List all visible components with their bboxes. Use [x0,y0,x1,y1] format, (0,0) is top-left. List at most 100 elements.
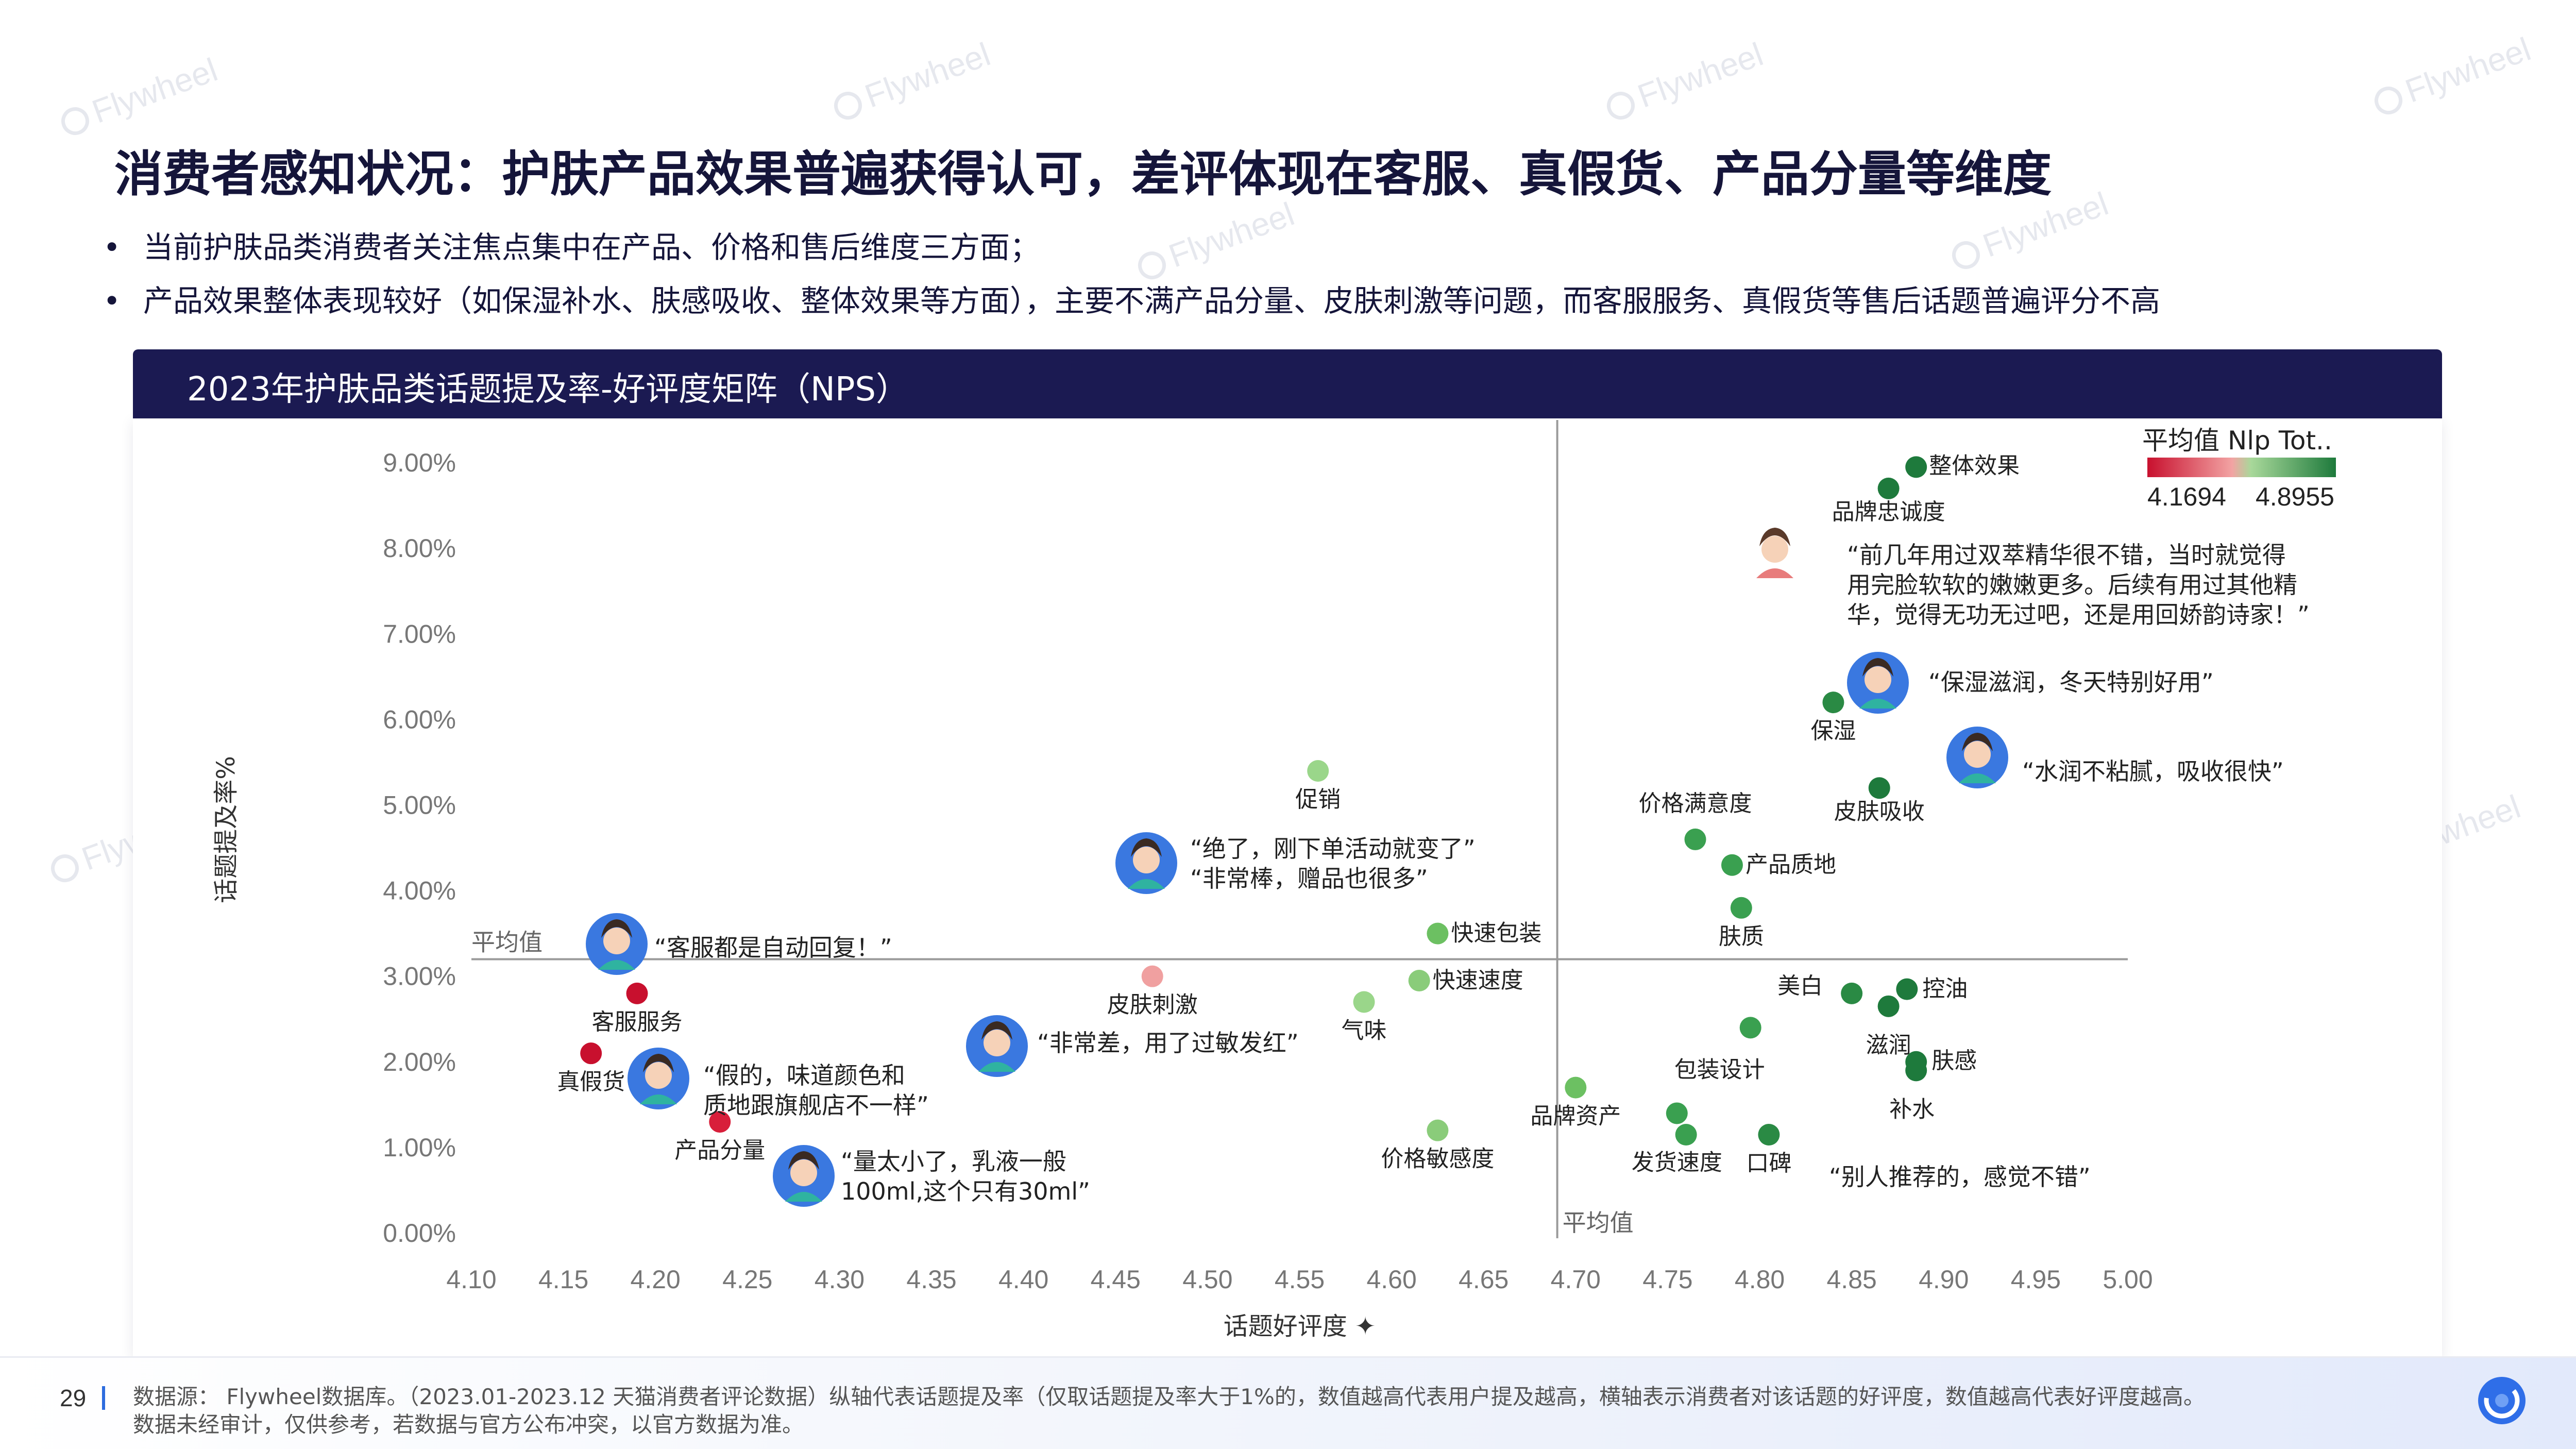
x-tick-label: 4.65 [1459,1265,1509,1294]
point-label: 肤感 [1931,1048,1977,1074]
bullet-item: 产品效果整体表现较好（如保湿补水、肤感吸收、整体效果等方面），主要不满产品分量、… [103,274,2160,328]
y-tick-label: 1.00% [383,1133,456,1162]
avatar-hair [1759,528,1790,546]
x-tick-label: 4.45 [1091,1265,1141,1294]
review-quote-line: “保湿滋润，冬天特别好用” [1928,668,2214,696]
review-quote-line: “客服都是自动回复！” [654,934,892,962]
x-tick-label: 4.15 [538,1265,588,1294]
scatter-point [1758,1123,1780,1145]
avatar-hair [1131,838,1162,857]
point-label: 真假货 [557,1069,625,1095]
legend-min-value: 4.1694 [2147,482,2226,511]
vertical-average-label: 平均值 [1563,1209,1634,1237]
avatar-shirt [640,1094,677,1104]
y-tick-label: 6.00% [383,705,456,734]
avatar-face [645,1062,672,1089]
avatar-hair [1862,658,1893,677]
point-label: 促销 [1295,786,1341,813]
point-label: 美白 [1777,973,1823,999]
footnote-line: 数据未经审计，仅供参考，若数据与官方公布冲突，以官方数据为准。 [133,1412,804,1437]
footer-separator [102,1386,105,1410]
x-tick-label: 4.90 [1919,1265,1969,1294]
avatar-shirt [598,960,635,970]
avatar-face [1133,847,1160,873]
avatar-face [1865,666,1891,693]
scatter-point [1353,991,1375,1013]
x-tick-label: 4.60 [1366,1265,1416,1294]
review-quote-line: 100ml,这个只有30ml” [841,1177,1090,1205]
scatter-point [1141,965,1163,987]
x-tick-label: 4.40 [998,1265,1048,1294]
bullet-item: 当前护肤品类消费者关注焦点集中在产品、价格和售后维度三方面； [103,221,2160,274]
review-quote-line: “非常棒，赠品也很多” [1190,865,1428,892]
scatter-point [1877,477,1900,499]
avatar-hair [981,1021,1012,1040]
x-tick-label: 4.70 [1551,1265,1601,1294]
scatter-point [1877,995,1900,1017]
point-label: 快速包装 [1451,920,1541,947]
review-quote-line: “前几年用过双萃精华很不错，当时就觉得 [1847,541,2286,569]
x-tick-label: 4.55 [1275,1265,1325,1294]
x-tick-label: 4.10 [446,1265,496,1294]
avatar-face [790,1159,817,1186]
x-tick-label: 4.25 [722,1265,772,1294]
point-label: 快速速度 [1433,967,1523,993]
point-label: 客服服务 [592,1009,683,1035]
point-label: 肤质 [1719,923,1764,950]
y-tick-label: 9.00% [383,448,456,477]
avatar-shirt [1859,699,1896,709]
scatter-point [626,982,648,1004]
y-tick-label: 0.00% [383,1219,456,1248]
scatter-point [1730,897,1752,919]
review-quote-line: “假的，味道颜色和 [703,1062,905,1089]
review-quote-line: “绝了，刚下单活动就变了” [1190,835,1476,863]
x-tick-label: 4.80 [1735,1265,1785,1294]
review-quotes: “前几年用过双萃精华很不错，当时就觉得用完脸软软的嫩嫩更多。后续有用过其他精华，… [586,521,2310,1207]
avatar-shirt [785,1192,822,1202]
scatter-point [1896,978,1918,1000]
scatter-point [1721,854,1743,876]
scatter-point [1739,1017,1761,1039]
scatter-point [709,1111,731,1133]
point-label: 产品质地 [1745,852,1836,878]
chart-panel [133,418,2442,1357]
scatter-point [1666,1102,1688,1124]
y-tick-label: 2.00% [383,1048,456,1076]
point-label: 品牌忠诚度 [1832,499,1945,525]
legend-gradient [2147,458,2336,477]
reviewer-avatar-icon [773,1145,835,1207]
scatter-point [1675,1123,1697,1145]
point-label: 气味 [1342,1018,1387,1044]
y-tick-label: 5.00% [383,790,456,819]
point-label: 保湿 [1810,718,1856,744]
point-label: 控油 [1922,976,1968,1002]
reviewer-avatar-icon [1946,727,2008,788]
scatter-point [1408,969,1430,991]
scatter-point [1427,922,1449,945]
reviewer-avatar-icon [1744,521,1806,583]
scatter-point [1905,1059,1927,1082]
point-label: 皮肤刺激 [1107,992,1198,1018]
point-label: 价格满意度 [1639,790,1752,817]
point-label: 包装设计 [1674,1056,1765,1083]
x-tick-label: 4.95 [2011,1265,2061,1294]
y-tick-label: 3.00% [383,962,456,991]
legend-max-value: 4.8955 [2256,482,2334,511]
reviewer-avatar-icon [1847,652,1909,714]
reviewer-avatar-icon [966,1015,1028,1077]
review-quote-line: 华，觉得无功无过吧，还是用回娇韵诗家！” [1847,601,2310,629]
footnote-line: 数据源： Flywheel数据库。（2023.01-2023.12 天猫消费者评… [133,1384,2205,1409]
scatter-point [1822,692,1844,714]
review-quote-line: “别人推荐的，感觉不错” [1829,1163,2091,1191]
x-axis-title: 话题好评度 ✦ [1224,1312,1376,1341]
avatar-shirt [1756,568,1793,578]
avatar-face [984,1030,1010,1056]
scatter-point [1427,1119,1449,1141]
point-label: 整体效果 [1929,452,2020,479]
page-title: 消费者感知状况：护肤产品效果普遍获得认可，差评体现在客服、真假货、产品分量等维度 [114,146,2052,203]
point-label: 发货速度 [1632,1149,1722,1175]
review-quote-line: 质地跟旗舰店不一样” [703,1091,929,1119]
